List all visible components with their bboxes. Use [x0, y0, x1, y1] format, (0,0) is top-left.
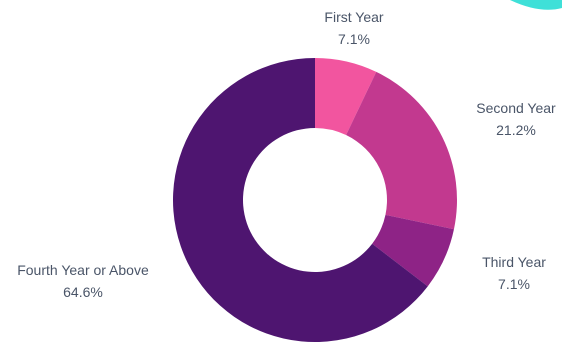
slice-label-third-year: Third Year 7.1%: [474, 251, 554, 295]
slice-name: Third Year: [482, 254, 546, 270]
slice-name: Second Year: [476, 100, 556, 116]
slice-label-fourth-year-or-above: Fourth Year or Above 64.6%: [4, 259, 162, 303]
donut-slice-fourth-year-or-above: [172, 57, 428, 342]
teal-decorative-arc: [510, 0, 562, 10]
slice-percent: 7.1%: [338, 31, 370, 47]
slice-percent: 64.6%: [63, 284, 103, 300]
slice-percent: 21.2%: [496, 122, 536, 138]
slice-label-second-year: Second Year 21.2%: [470, 97, 562, 141]
donut-slice-first-year: [315, 58, 377, 136]
slice-label-first-year: First Year 7.1%: [318, 6, 390, 50]
donut-slices: [172, 57, 457, 342]
slice-name: First Year: [324, 9, 384, 25]
slice-percent: 7.1%: [498, 276, 530, 292]
slice-name: Fourth Year or Above: [17, 262, 149, 278]
donut-slice-second-year: [346, 71, 457, 230]
donut-slice-third-year: [372, 214, 454, 287]
